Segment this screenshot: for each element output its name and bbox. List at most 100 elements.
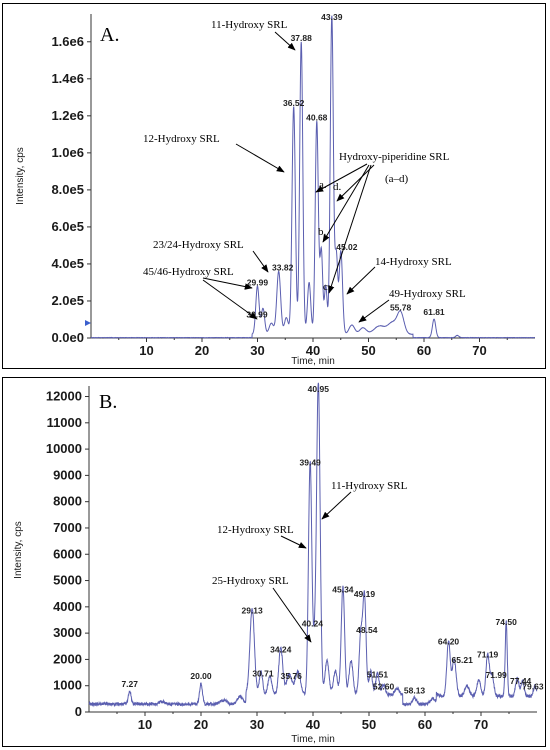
arrow-a-12-hydroxy [235,143,285,173]
y-tick-label: 0.0e0 [51,330,84,345]
y-tick-label: 1.4e6 [51,71,84,86]
chart-b-axes: 10 20 30 40 50 60 70 0 1000 2000 3000 4000 5000 6000 7… [46,386,537,732]
arrow-a-14-hydroxy [346,266,376,295]
x-tick-label: 30 [250,717,264,732]
peak-label: 20.00 [190,671,212,681]
chart-a-plot-area [91,14,535,338]
peak-label: 35.76 [281,671,303,681]
peak-label: 71.99 [486,670,508,680]
arrow-a-45-46-hydroxy-2 [202,279,258,320]
peak-label: 7.27 [121,679,138,689]
y-tick-label: 4.0e5 [51,256,84,271]
y-tick-label: 9000 [53,467,82,482]
peak-label: 74.50 [496,617,518,627]
x-tick-label: 40 [306,343,320,358]
x-tick-label: 40 [306,717,320,732]
annot-a-c: c. [323,281,331,293]
x-tick-label: 10 [139,343,153,358]
peak-label: 45.34 [332,584,354,594]
annot-a-14-hydroxy: 14-Hydroxy SRL [375,256,452,268]
peak-label: 77.44 [510,676,532,686]
y-tick-label: 1.0e6 [51,145,84,160]
chart-a-svg: 10 20 30 40 50 60 70 0.0e0 2.0e5 4.0e5 6.0e5 8.0e5 1… [15,12,536,367]
peak-label: 45.02 [336,242,358,252]
peak-label: 33.82 [272,263,294,273]
peak-label: 37.88 [291,33,313,43]
y-tick-label: 5000 [53,573,82,588]
peak-label: 40.95 [308,384,330,394]
annot-a-11-hydroxy: 11-Hydroxy SRL [211,19,288,31]
panel-label-a: A. [100,24,119,46]
chart-b-svg: 10 20 30 40 50 60 70 0 1000 2000 3000 4000 5000 6000 7… [13,382,544,745]
peak-label: 29.13 [241,605,263,615]
annot-b-11-hydroxy: 11-Hydroxy SRL [331,480,408,492]
y-tick-label: 8.0e5 [51,182,84,197]
arrow-a-11-hydroxy [274,31,296,51]
annot-a-49-hydroxy: 49-Hydroxy SRL [389,288,466,300]
chromatogram-panel-b: 10 20 30 40 50 60 70 0 1000 2000 3000 4000 5000 6000 7… [2,377,546,747]
chart-a-xlabel: Time, min [291,356,335,367]
arrow-a-piperidine-c [328,164,372,294]
peak-label: 43.39 [321,12,343,22]
panel-label-b: B. [99,391,117,413]
annot-b-25-hydroxy: 25-Hydroxy SRL [212,575,289,587]
annot-a-23-24-hydroxy: 23/24-Hydroxy SRL [153,239,244,251]
annot-a-hydroxy-piperidine: Hydroxy-piperidine SRL [339,151,450,163]
peak-label: 39.49 [300,458,322,468]
x-tick-label: 50 [361,343,375,358]
annot-a-a: a. [319,179,327,191]
y-tick-label: 11000 [47,415,82,430]
y-tick-label: 2.0e5 [51,293,84,308]
y-tick-label: 6000 [53,546,82,561]
peak-label: 51.51 [367,670,389,680]
peak-label: 40.24 [302,618,324,628]
y-tick-label: 1.6e6 [51,34,84,49]
peak-label: 40.68 [306,112,328,122]
x-tick-label: 60 [418,717,432,732]
arrow-a-piperidine-a [315,163,368,193]
chart-a-ylabel: Intensity, cps [15,147,26,205]
arrow-b-12-hydroxy [280,535,307,549]
y-tick-label: 0 [75,704,82,719]
y-tick-label: 12000 [46,389,82,404]
arrow-a-45-46-hydroxy-1 [202,277,253,290]
peak-label: 52.60 [373,682,395,692]
peak-label: 36.52 [283,98,305,108]
annot-b-12-hydroxy: 12-Hydroxy SRL [217,524,294,536]
y-tick-label: 8000 [53,494,82,509]
chart-b-ylabel: Intensity, cps [13,521,24,579]
peak-label: 49.19 [354,589,376,599]
arrow-a-piperidine-d [336,164,375,202]
arrow-a-49-hydroxy [358,299,390,323]
peak-label: 30.99 [246,310,268,320]
arrow-a-23-24-hydroxy [252,250,269,273]
y-tick-label: 4000 [53,599,82,614]
chart-b-plot-area [89,386,537,712]
peak-label: 34.24 [270,645,292,655]
chart-a-trace [90,15,536,339]
arrow-b-25-hydroxy [272,587,312,643]
arrow-b-11-hydroxy [321,491,352,520]
peak-label: 61.81 [423,307,445,317]
peak-label: 71.19 [477,649,499,659]
peak-label: 48.54 [356,625,378,635]
annot-a-45-46-hydroxy: 45/46-Hydroxy SRL [143,266,234,278]
peak-label: 65.21 [452,655,474,665]
x-tick-label: 10 [138,717,152,732]
peak-label: 64.20 [438,636,460,646]
x-tick-label: 20 [195,343,209,358]
threshold-marker-a-icon [85,320,91,326]
annot-a-12-hydroxy: 12-Hydroxy SRL [143,133,220,145]
chromatogram-panel-a: 10 20 30 40 50 60 70 0.0e0 2.0e5 4.0e5 6.0e5 8.0e5 1… [2,3,546,369]
chart-a-axes: 10 20 30 40 50 60 70 0.0e0 2.0e5 4.0e5 6.0e5 8.0e5 1… [51,14,535,358]
x-tick-label: 70 [472,343,486,358]
peak-label: 58.13 [404,686,426,696]
x-tick-label: 20 [194,717,208,732]
y-tick-label: 1000 [53,678,82,693]
peak-label: 30.71 [252,668,274,678]
x-tick-label: 50 [362,717,376,732]
y-tick-label: 6.0e5 [51,219,84,234]
chart-b-xlabel: Time, min [291,734,335,745]
chart-b-peak-labels: 7.27 20.00 29.13 30.71 34.24 35.76 39.49 40.24 4… [121,384,543,696]
y-tick-label: 1.2e6 [51,108,84,123]
